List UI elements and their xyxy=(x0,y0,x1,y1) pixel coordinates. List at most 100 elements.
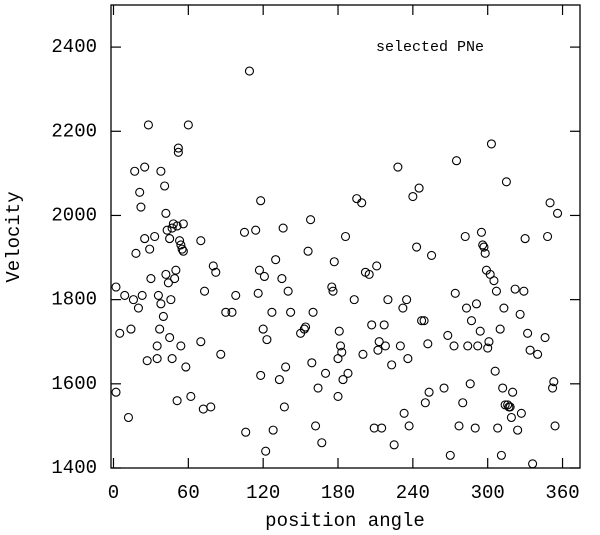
data-point xyxy=(473,341,483,351)
data-point xyxy=(495,324,505,334)
data-point xyxy=(489,276,499,286)
data-point xyxy=(244,66,255,76)
data-point xyxy=(135,187,145,197)
x-tick-label: 360 xyxy=(545,482,579,504)
data-point xyxy=(364,269,374,279)
data-point xyxy=(528,459,538,469)
y-tick-label: 1800 xyxy=(51,289,97,311)
data-point xyxy=(216,349,226,359)
x-tick-label: 300 xyxy=(471,482,505,504)
data-point xyxy=(402,295,412,305)
data-point xyxy=(115,328,125,338)
data-point xyxy=(126,324,136,334)
data-point xyxy=(387,360,397,370)
data-point xyxy=(271,255,281,265)
y-axis-label: Velocity xyxy=(3,191,25,282)
data-point xyxy=(133,303,143,313)
data-point xyxy=(543,231,553,242)
data-point xyxy=(130,166,140,176)
data-point xyxy=(520,234,530,244)
data-point xyxy=(389,440,399,450)
data-point xyxy=(377,423,387,433)
x-tick-label: 240 xyxy=(396,482,430,504)
data-point xyxy=(450,288,460,298)
data-point xyxy=(198,404,208,414)
data-point xyxy=(278,223,288,233)
data-point xyxy=(458,398,468,408)
data-point xyxy=(167,223,177,233)
data-point xyxy=(419,316,429,326)
data-point xyxy=(525,345,535,355)
data-point xyxy=(505,402,515,412)
data-point xyxy=(239,227,250,237)
data-point xyxy=(176,341,186,351)
data-point xyxy=(374,337,384,347)
data-point xyxy=(417,316,427,326)
y-tick-label: 2400 xyxy=(51,36,97,58)
data-point xyxy=(268,425,278,435)
data-point xyxy=(286,307,296,317)
data-point xyxy=(499,303,509,313)
data-point xyxy=(398,303,408,313)
data-point xyxy=(519,286,529,296)
data-point xyxy=(483,343,493,353)
data-point xyxy=(460,231,470,242)
data-point xyxy=(281,362,291,372)
y-tick-label: 1400 xyxy=(51,457,97,479)
data-point xyxy=(333,391,343,401)
data-point xyxy=(484,337,494,347)
data-point xyxy=(380,341,390,351)
data-point xyxy=(516,408,526,418)
data-point xyxy=(329,257,339,267)
data-point xyxy=(327,282,337,292)
data-point xyxy=(177,244,187,254)
data-point xyxy=(156,166,166,176)
data-point xyxy=(256,370,266,380)
data-point xyxy=(451,156,462,166)
data-point xyxy=(486,139,496,149)
data-point xyxy=(241,427,251,437)
data-point xyxy=(211,267,221,277)
data-point xyxy=(340,231,351,242)
data-point xyxy=(550,421,560,431)
data-point xyxy=(274,375,284,385)
data-point xyxy=(540,332,550,343)
data-point xyxy=(552,208,563,218)
data-point xyxy=(267,307,277,317)
data-point xyxy=(172,221,182,231)
data-point xyxy=(261,446,271,456)
data-point xyxy=(311,421,321,431)
data-point xyxy=(143,120,153,130)
data-point xyxy=(123,412,134,423)
data-point xyxy=(161,208,171,218)
data-point xyxy=(181,362,191,372)
data-point xyxy=(146,274,156,284)
data-point xyxy=(163,278,173,288)
data-point xyxy=(548,383,558,393)
data-point xyxy=(160,181,170,191)
data-point xyxy=(496,450,506,460)
data-point xyxy=(449,341,459,351)
data-point xyxy=(152,341,162,351)
data-point xyxy=(503,400,513,410)
data-point xyxy=(172,396,182,406)
data-point xyxy=(470,423,480,433)
data-point xyxy=(166,295,176,305)
data-point xyxy=(549,377,559,387)
data-point xyxy=(206,402,216,412)
data-point xyxy=(408,191,418,202)
data-point xyxy=(253,288,263,298)
data-point xyxy=(183,120,193,130)
data-point xyxy=(466,316,477,326)
data-point xyxy=(357,198,367,208)
data-point xyxy=(395,341,405,351)
data-point xyxy=(303,246,313,256)
data-point xyxy=(152,354,162,364)
data-point xyxy=(307,358,317,368)
data-point xyxy=(251,225,261,235)
data-point xyxy=(262,335,272,345)
data-point xyxy=(349,295,359,305)
data-point xyxy=(335,341,346,351)
data-point xyxy=(476,227,487,237)
